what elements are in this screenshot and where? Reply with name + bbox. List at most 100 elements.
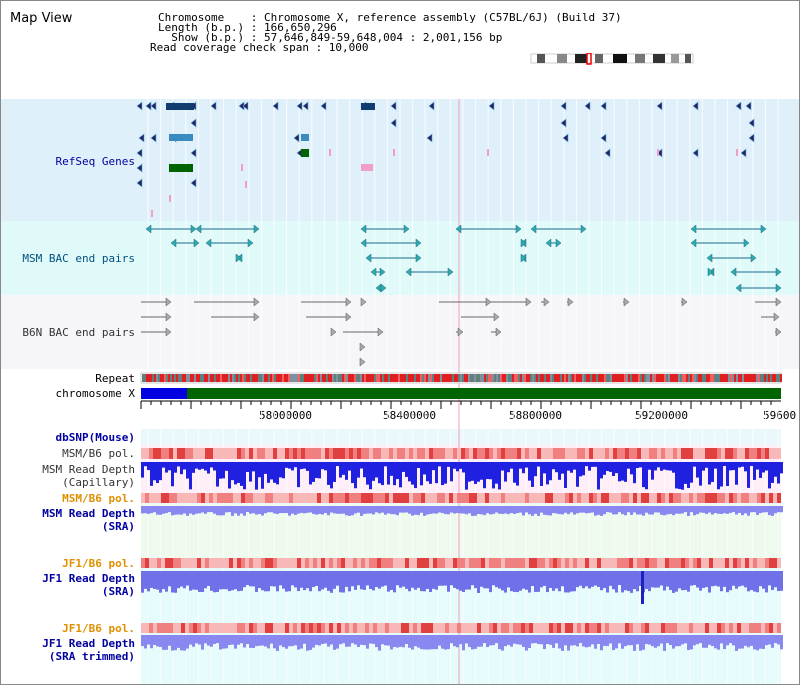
jf1-b6-pol-sra-strip-cell	[677, 558, 681, 568]
jf1-read-depth-trim-bar	[660, 635, 663, 644]
repeat-block	[586, 374, 588, 382]
jf1-b6-pol-trim-strip-cell	[497, 623, 501, 633]
msm-b6-pol-sra-label[interactable]: MSM/B6 pol.	[62, 492, 135, 505]
msm-b6-pol-capillary-strip-cell	[561, 448, 565, 459]
repeat-block	[512, 374, 514, 382]
jf1-read-depth-trim-bar	[681, 635, 684, 645]
repeat-block	[180, 374, 182, 382]
repeat-block	[584, 374, 586, 382]
msm-read-depth-capillary-bar	[723, 462, 726, 467]
repeat-block	[670, 374, 672, 382]
jf1-read-depth-sra-bar	[261, 571, 264, 591]
jf1-b6-pol-sra-strip-cell	[257, 558, 261, 568]
msm-read-depth-sra-bar	[492, 506, 495, 514]
jf1-b6-pol-sra-strip-cell	[249, 558, 253, 568]
msm-read-depth-sra-bar	[192, 506, 195, 515]
msm-bac-track-label[interactable]: MSM BAC end pairs	[22, 252, 135, 265]
msm-read-depth-sra-bar	[366, 506, 369, 514]
jf1-read-depth-trim-bar	[744, 635, 747, 646]
jf1-read-depth-trim-bar	[354, 635, 357, 645]
jf1-read-depth-trim-label[interactable]: JF1 Read Depth	[42, 637, 135, 650]
jf1-b6-pol-sra-strip-cell	[501, 558, 505, 568]
repeat-block	[626, 374, 628, 382]
msm-b6-pol-sra-strip-cell	[753, 493, 757, 503]
msm-read-depth-sra-bar	[555, 506, 558, 514]
repeat-track-label[interactable]: Repeat	[95, 372, 135, 385]
msm-read-depth-sra-bar	[642, 506, 645, 516]
repeat-block	[480, 374, 482, 382]
msm-read-depth-sra-bar	[231, 506, 234, 516]
repeat-block	[492, 374, 494, 382]
msm-b6-pol-capillary-strip-cell	[481, 448, 485, 459]
jf1-b6-pol-trim-label[interactable]: JF1/B6 pol.	[62, 622, 135, 635]
repeat-block	[724, 374, 726, 382]
chromosome-track-label[interactable]: chromosome X	[55, 387, 135, 400]
msm-b6-pol-capillary-strip-cell	[369, 448, 373, 459]
gene-arrow	[748, 133, 755, 143]
jf1-read-depth-trim-bar	[258, 635, 261, 646]
repeat-block	[302, 374, 304, 382]
jf1-read-depth-sra-bar	[534, 571, 537, 592]
repeat-block	[702, 374, 704, 382]
msm-b6-pol-capillary-label[interactable]: MSM/B6 pol.	[62, 447, 135, 460]
msm-read-depth-capillary-bar	[483, 462, 486, 489]
jf1-b6-pol-sra-label[interactable]: JF1/B6 pol.	[62, 557, 135, 570]
msm-b6-pol-capillary-strip-cell	[649, 448, 653, 459]
jf1-read-depth-sra-bar	[567, 571, 570, 593]
jf1-read-depth-sra-bar	[690, 571, 693, 586]
jf1-read-depth-trim-bar	[192, 635, 195, 647]
jf1-read-depth-sra-bar	[342, 571, 345, 593]
msm-read-depth-sra-bar	[717, 506, 720, 514]
msm-read-depth-sra-bar	[183, 506, 186, 514]
repeat-block	[542, 374, 544, 382]
dbsnp-track-label[interactable]: dbSNP(Mouse)	[55, 431, 135, 444]
msm-b6-pol-sra-strip-cell	[453, 493, 457, 503]
repeat-block	[628, 374, 630, 382]
gene-arrow	[190, 118, 197, 128]
msm-read-depth-sra-label[interactable]: MSM Read Depth	[42, 507, 135, 520]
gene-marker	[245, 181, 247, 188]
msm-b6-pol-capillary-strip-cell	[365, 448, 369, 459]
jf1-read-depth-sra-label[interactable]: JF1 Read Depth	[42, 572, 135, 585]
msm-read-depth-sra-bar	[546, 506, 549, 516]
msm-b6-pol-capillary-strip-cell	[305, 448, 309, 459]
jf1-b6-pol-sra-strip-cell	[365, 558, 369, 568]
msm-read-depth-sra-bar	[246, 506, 249, 513]
jf1-b6-pol-sra-strip-cell	[689, 558, 693, 568]
msm-read-depth-sra-bar	[474, 506, 477, 516]
repeat-block	[774, 374, 776, 382]
msm-read-depth-capillary-bar	[300, 462, 303, 470]
jf1-read-depth-trim-bar	[261, 635, 264, 646]
jf1-read-depth-trim-bar	[159, 635, 162, 648]
jf1-read-depth-sra-bar	[606, 571, 609, 593]
msm-read-depth-sra-bar	[558, 506, 561, 515]
jf1-b6-pol-sra-strip-cell	[241, 558, 245, 568]
msm-read-depth-sra-bar	[201, 506, 204, 513]
chromosome-ideogram[interactable]	[529, 53, 697, 65]
jf1-b6-pol-sra-strip-cell	[189, 558, 193, 568]
jf1-read-depth-trim-bar	[612, 635, 615, 651]
jf1-b6-pol-sra-strip-cell	[577, 558, 581, 568]
msm-read-depth-capillary-bar	[639, 462, 642, 468]
repeat-block	[258, 374, 260, 382]
b6n-bac-track-label[interactable]: B6N BAC end pairs	[22, 326, 135, 339]
msm-read-depth-capillary-bar	[159, 462, 162, 481]
msm-b6-pol-sra-strip-cell	[233, 493, 237, 503]
repeat-block	[680, 374, 682, 382]
msm-read-depth-capillary-bar	[216, 462, 219, 487]
msm-b6-pol-capillary-strip-cell	[701, 448, 705, 459]
msm-b6-pol-capillary-strip-cell	[777, 448, 781, 459]
jf1-read-depth-sra-bar	[357, 571, 360, 586]
jf1-read-depth-sra-bar	[525, 571, 528, 590]
jf1-read-depth-sra-bar	[627, 571, 630, 592]
msm-read-depth-capillary-bar	[426, 462, 429, 482]
jf1-read-depth-trim-bar	[357, 635, 360, 647]
msm-read-depth-sra-bar	[297, 506, 300, 514]
axis-tick-58400000: 58400000	[383, 409, 436, 422]
jf1-read-depth-trim-bar	[450, 635, 453, 644]
chromosome-bar	[141, 388, 781, 399]
jf1-b6-pol-trim-strip-cell	[481, 623, 485, 633]
refseq-track-label[interactable]: RefSeq Genes	[55, 155, 135, 168]
msm-read-depth-capillary-label[interactable]: MSM Read Depth	[42, 463, 135, 476]
